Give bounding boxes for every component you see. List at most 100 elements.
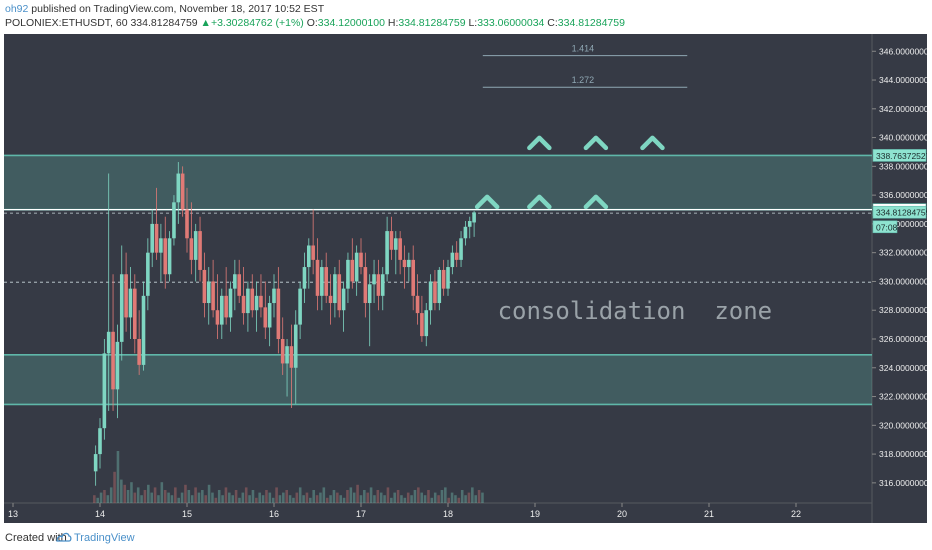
volume-bar [184, 484, 187, 503]
volume-bar [417, 487, 420, 503]
volume-bar [238, 497, 241, 503]
volume-bar [450, 492, 454, 503]
candle-body [354, 252, 359, 282]
x-tick-label: 18 [443, 509, 453, 519]
volume-bar [444, 487, 447, 503]
change-arrow-icon: ▲ [200, 17, 211, 29]
volume-bar [342, 497, 346, 503]
candle-body [224, 295, 228, 318]
volume-bar [332, 490, 336, 503]
candle-body [320, 267, 324, 296]
price-tag-box [872, 149, 927, 162]
candle-body [337, 274, 342, 311]
high-value: 334.81284759 [398, 17, 466, 29]
volume-bar [481, 492, 484, 503]
low-value: 333.06000034 [477, 17, 545, 29]
volume-bar [147, 484, 150, 503]
volume-bar [190, 495, 194, 503]
candle-body [280, 338, 285, 364]
candle-body [185, 209, 189, 239]
volume-bar [170, 495, 174, 503]
volume-bar [120, 479, 123, 503]
chart-container[interactable]: 1.414 1.272 consolidation zone 316.00000000… [4, 34, 932, 523]
volume-bar [130, 482, 133, 503]
volume-bar [174, 487, 177, 503]
y-tick-label: 338.00000000 [879, 161, 927, 171]
up-marker-icon [474, 194, 500, 210]
author-link[interactable]: oh92 [5, 3, 29, 15]
volume-bar [116, 451, 120, 503]
volume-bar [103, 490, 106, 503]
volume-bar [194, 487, 197, 503]
candle-body [246, 288, 250, 314]
candle-body [450, 252, 455, 268]
y-tick-label: 340.00000000 [879, 133, 927, 143]
candle-body [350, 259, 355, 282]
candlestick-chart[interactable]: 1.414 1.272 consolidation zone 316.00000000… [4, 34, 932, 523]
volume-bar [150, 492, 153, 503]
candle-body [433, 281, 437, 304]
candle-body [272, 288, 276, 304]
candle-body [441, 269, 446, 289]
volume-bar [197, 492, 201, 503]
price-tag-3: 07:08 [872, 220, 898, 234]
volume-bar [309, 497, 312, 503]
candle-body [333, 274, 337, 304]
candle-body [241, 295, 246, 314]
volume-bar [423, 495, 427, 503]
volume-bar [106, 495, 110, 503]
candle-body [293, 324, 298, 368]
candle-body [211, 281, 215, 311]
candle-body [467, 221, 472, 227]
tradingview-brand-link[interactable]: TradingView [74, 532, 135, 544]
volume-bar [406, 492, 410, 503]
candle-body [198, 231, 202, 270]
plot-background [4, 34, 872, 503]
volume-bar [302, 495, 305, 503]
price-tag-0: 338.76372527 [872, 149, 931, 162]
candle-body [189, 238, 194, 260]
candle-body [233, 274, 237, 289]
volume-bar [234, 490, 238, 503]
volume-bar [319, 492, 322, 503]
x-tick-label: 17 [356, 509, 366, 519]
volume-bar [126, 490, 130, 503]
candle-body [206, 281, 211, 304]
candle-body [315, 259, 320, 296]
candle-body [346, 259, 350, 289]
volume-bar [403, 497, 407, 503]
up-marker-icon [527, 135, 552, 151]
volume-bar [460, 490, 464, 503]
volume-bar [467, 492, 471, 503]
volume-bar [201, 490, 204, 503]
candle-body [311, 245, 315, 260]
y-tick-label: 322.00000000 [879, 392, 927, 402]
candle-body [250, 288, 255, 311]
volume-bar [298, 487, 302, 503]
chart-footer: Created with TradingView [0, 526, 932, 550]
volume-bar [275, 487, 278, 503]
volume-bar [282, 492, 285, 503]
price-tag-label: 334.81284759 [876, 208, 927, 218]
price-tag-label: 07:08 [876, 222, 898, 232]
candle-body [298, 288, 302, 325]
open-label: O: [306, 17, 318, 29]
candle-body [367, 284, 372, 304]
candle-body [111, 331, 115, 390]
volume-bar [207, 484, 211, 503]
up-marker-icon [640, 135, 665, 151]
candle-body [254, 295, 259, 311]
low-label: L: [468, 17, 478, 29]
volume-bar [99, 492, 103, 503]
volume-bar [96, 497, 99, 503]
volume-bar [123, 484, 126, 503]
candle-body [407, 259, 411, 268]
created-with-text: Created with [5, 532, 67, 544]
tradingview-logo-icon [56, 532, 72, 542]
volume-bar [396, 490, 400, 503]
volume-bar [393, 492, 396, 503]
candle-body [259, 295, 263, 308]
y-tick-label: 318.00000000 [879, 449, 927, 459]
last-price: 334.81284759 [130, 17, 198, 29]
volume-bar [464, 495, 467, 503]
